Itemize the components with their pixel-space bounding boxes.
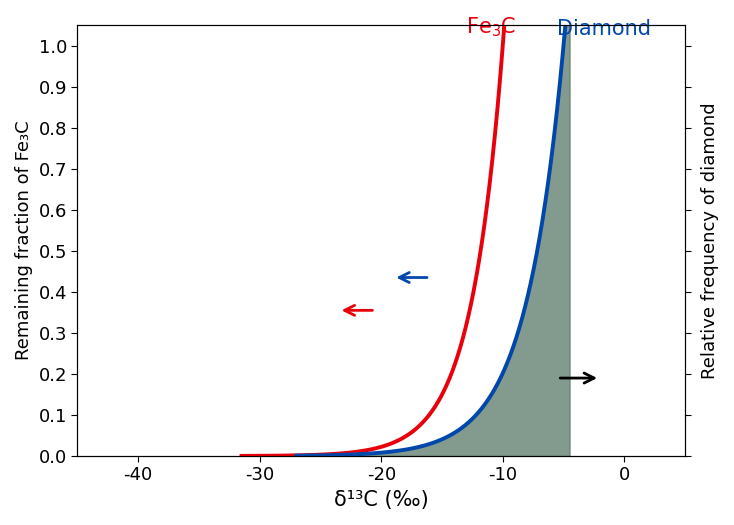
X-axis label: δ¹³C (‰): δ¹³C (‰) <box>334 490 429 510</box>
Text: Fe$_3$C: Fe$_3$C <box>466 16 517 39</box>
Y-axis label: Relative frequency of diamond: Relative frequency of diamond <box>701 102 719 379</box>
Text: Diamond: Diamond <box>557 19 652 39</box>
Y-axis label: Remaining fraction of Fe₃C: Remaining fraction of Fe₃C <box>15 121 33 360</box>
